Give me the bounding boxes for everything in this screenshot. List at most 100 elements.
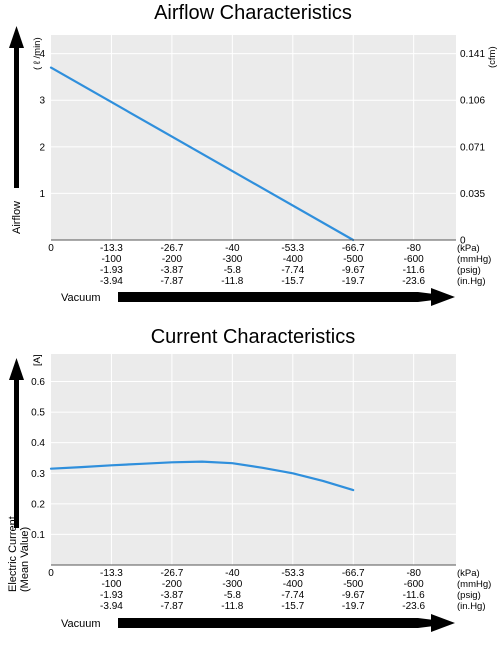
y-axis-label: Airflow <box>11 201 23 234</box>
plot-area <box>51 354 456 565</box>
series-line <box>49 460 355 492</box>
x-tick-label: -15.7 <box>281 276 304 287</box>
x-arrow <box>118 614 455 632</box>
y-tick-label: 0.3 <box>31 469 45 480</box>
x-tick-label: -7.74 <box>281 590 304 601</box>
x-unit-label: (psig) <box>457 590 481 601</box>
x-tick-label: -3.94 <box>100 276 123 287</box>
chart-title: Current Characteristics <box>151 326 356 348</box>
x-tick-label: -9.67 <box>342 590 365 601</box>
y-tick-label: 3 <box>39 96 45 107</box>
y-ticks-left: 0.1 0.2 0.3 0.4 0.5 0.6 <box>31 377 45 541</box>
x-unit-label: (kPa) <box>457 568 480 579</box>
y-axis-label-sub: (Mean Value) <box>19 527 31 592</box>
x-tick-label: -1.93 <box>100 590 123 601</box>
x-tick-label: -7.87 <box>160 601 183 612</box>
x-unit-label: (kPa) <box>457 243 480 254</box>
y-tick-label-right: 0.141 <box>460 49 485 60</box>
x-unit-label: (psig) <box>457 265 481 276</box>
x-tick-label: -500 <box>343 254 363 265</box>
x-unit-label: (mmHg) <box>457 579 491 590</box>
y-tick-label: 0.2 <box>31 499 45 510</box>
x-tick-label: -7.74 <box>281 265 304 276</box>
x-tick-label: -19.7 <box>342 276 365 287</box>
x-tick-label: -13.3 <box>100 568 123 579</box>
x-tick-rows: -13.3 -26.7 -40 -53.3 -66.7 -80 (kPa)-100 -200-… <box>100 568 491 612</box>
x-tick-label: -13.3 <box>100 243 123 254</box>
y-unit-right: (cfm) <box>487 46 498 68</box>
x-tick-label: -5.8 <box>224 265 242 276</box>
x-tick-label: -15.7 <box>281 601 304 612</box>
y-arrow <box>9 358 24 528</box>
series-group <box>49 66 355 242</box>
x-tick-label: -9.67 <box>342 265 365 276</box>
current-chart: Current Characteristics 0.10.20.30.40.50… <box>7 326 491 632</box>
x-tick-label: -3.94 <box>100 601 123 612</box>
x-tick-label: -7.87 <box>160 276 183 287</box>
x-tick-label: -3.87 <box>160 590 183 601</box>
x-tick-label: -100 <box>101 579 121 590</box>
x-tick-label: -300 <box>222 254 242 265</box>
y-tick-label-right: 0.071 <box>460 142 485 153</box>
x-tick-label: -66.7 <box>342 243 365 254</box>
x-tick-label: -400 <box>283 254 303 265</box>
x-tick-label: -11.6 <box>403 590 425 601</box>
y-ticks-left: 1 2 3 4 <box>39 49 45 200</box>
plot-area <box>51 35 456 240</box>
x-tick-label: -80 <box>406 568 421 579</box>
x-tick-label: -11.8 <box>221 276 243 287</box>
x-tick-label: -23.6 <box>402 276 425 287</box>
x-tick-label: -1.93 <box>100 265 123 276</box>
x-tick-label: -66.7 <box>342 568 365 579</box>
x-origin-label: 0 <box>48 243 54 254</box>
chart-title: Airflow Characteristics <box>154 2 352 24</box>
y-tick-label: 2 <box>39 142 45 153</box>
x-tick-label: -26.7 <box>160 243 183 254</box>
x-arrow <box>118 288 455 306</box>
x-tick-label: -500 <box>343 579 363 590</box>
y-tick-label: 0.5 <box>31 408 45 419</box>
x-tick-label: -200 <box>162 254 182 265</box>
y-unit-left: ( ℓ /min) <box>32 37 43 70</box>
y-tick-label-right: 0.035 <box>460 189 485 200</box>
x-tick-label: -53.3 <box>281 568 304 579</box>
x-tick-label: -11.6 <box>403 265 425 276</box>
grid <box>51 354 456 565</box>
y-ticks-right: 0 0.035 0.071 0.106 0.141 <box>460 49 485 246</box>
y-tick-label: 0.6 <box>31 377 45 388</box>
x-origin-label: 0 <box>48 568 54 579</box>
x-tick-label: -23.6 <box>402 601 425 612</box>
x-tick-label: -40 <box>225 568 240 579</box>
x-tick-label: -53.3 <box>281 243 304 254</box>
y-tick-label: 0.1 <box>31 530 45 541</box>
y-tick-label: 0.4 <box>31 438 45 449</box>
x-tick-label: -300 <box>222 579 242 590</box>
x-tick-label: -5.8 <box>224 590 242 601</box>
x-unit-label: (in.Hg) <box>457 276 486 287</box>
x-tick-label: -40 <box>225 243 240 254</box>
y-axis-label: Electric Current <box>7 516 19 592</box>
airflow-chart: Airflow Characteristics 1 2 3 4 0 0.035 0.071… <box>9 2 498 306</box>
x-unit-label: (in.Hg) <box>457 601 486 612</box>
series-group <box>49 460 355 492</box>
x-tick-label: -100 <box>101 254 121 265</box>
x-tick-label: -80 <box>406 243 421 254</box>
x-tick-label: -400 <box>283 579 303 590</box>
x-tick-label: -200 <box>162 579 182 590</box>
x-tick-label: -3.87 <box>160 265 183 276</box>
x-tick-label: -600 <box>404 579 424 590</box>
y-tick-label: 4 <box>39 49 45 60</box>
series-line <box>49 66 355 242</box>
y-arrow <box>9 26 24 188</box>
y-unit-left: [A] <box>32 354 43 366</box>
x-tick-label: -11.8 <box>221 601 243 612</box>
x-axis-label: Vacuum <box>61 618 101 630</box>
y-tick-label: 1 <box>39 189 45 200</box>
x-unit-label: (mmHg) <box>457 254 491 265</box>
x-axis-label: Vacuum <box>61 292 101 304</box>
x-tick-label: -600 <box>404 254 424 265</box>
y-tick-label-right: 0 <box>460 236 466 247</box>
y-tick-label-right: 0.106 <box>460 96 485 107</box>
x-tick-label: -19.7 <box>342 601 365 612</box>
